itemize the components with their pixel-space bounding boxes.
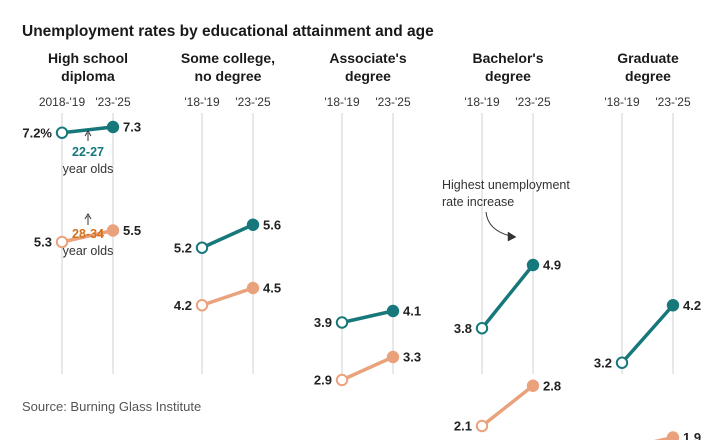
data-point-young-end	[386, 304, 400, 318]
chart-annotations: 22-27 year olds 28-34 year olds Highest unem…	[63, 130, 570, 258]
data-label: 2.8	[543, 378, 561, 393]
data-point-young-end	[246, 218, 260, 231]
arrow-head-young	[84, 130, 92, 137]
data-label: 7.2%	[22, 125, 52, 140]
x-tick-label: '23-'25	[655, 95, 691, 109]
series-line-young	[340, 309, 395, 325]
panel-1: High school diploma 2018-'19 '23-'25 5.3 5.5 7…	[22, 50, 141, 374]
x-tick-label: '18-'19	[324, 95, 360, 109]
highlight-arrow-head	[507, 231, 517, 242]
panel-3: Associate's degree '18-'19 '23-'25 2.9 3.3 3.9…	[314, 50, 421, 388]
series-line-older	[200, 286, 255, 307]
x-tick-label: '18-'19	[464, 95, 500, 109]
data-label: 5.2	[174, 240, 192, 255]
panel-title: Bachelor's	[472, 50, 543, 66]
data-point-young-start	[615, 356, 629, 369]
group-label-young-sub: year olds	[63, 162, 114, 176]
data-point-older-end	[106, 224, 120, 237]
data-point-young-start	[195, 241, 209, 254]
data-point-young-end	[666, 299, 680, 312]
data-point-young-end	[526, 258, 540, 272]
data-point-young-start	[335, 316, 349, 329]
data-point-older-start	[475, 419, 489, 433]
highlight-arrow	[485, 211, 516, 238]
data-label: 2.9	[314, 373, 332, 388]
panel-4: Bachelor's degree '18-'19 '23-'25 2.1 2.8 3.8 4…	[454, 50, 561, 434]
x-tick-label: 2018-'19	[39, 95, 86, 109]
x-tick-label: '23-'25	[515, 95, 551, 109]
panel-2: Some college, no degree '18-'19 '23-'25 4.2 4…	[174, 50, 281, 374]
series-line-young	[620, 303, 675, 365]
group-label-older: 28-34	[72, 227, 104, 241]
series-line-young	[200, 223, 255, 250]
group-label-older-sub: year olds	[63, 244, 114, 258]
highlight-annotation: rate increase	[442, 195, 514, 209]
panel-title: degree	[485, 68, 531, 84]
data-point-young-start	[55, 126, 69, 139]
data-label: 5.5	[123, 223, 141, 238]
chart-panels: High school diploma 2018-'19 '23-'25 5.3 5.5 7…	[22, 50, 701, 440]
data-label: 4.1	[403, 304, 421, 319]
panel-title: no degree	[195, 68, 262, 84]
panel-title: diploma	[61, 68, 115, 84]
data-label: 7.3	[123, 120, 141, 135]
series-line-older	[60, 228, 115, 244]
source-note: Source: Burning Glass Institute	[22, 399, 201, 414]
group-label-young: 22-27	[72, 145, 104, 159]
x-tick-label: '18-'19	[184, 95, 220, 109]
data-point-older-end	[666, 431, 680, 440]
series-line-older	[653, 435, 675, 440]
series-line-older	[480, 384, 535, 428]
data-point-older-start	[195, 299, 209, 312]
panel-title: High school	[48, 50, 128, 66]
data-point-young-start	[475, 322, 489, 335]
series-line-young	[60, 125, 115, 135]
series-line-older	[340, 355, 395, 382]
data-label: 3.2	[594, 355, 612, 370]
data-label: 4.9	[543, 258, 561, 273]
panel-title: Associate's	[329, 50, 406, 66]
data-label: 4.5	[263, 281, 281, 296]
highlight-annotation: Highest unemployment	[442, 178, 570, 192]
x-tick-label: '23-'25	[235, 95, 271, 109]
data-point-older-start	[55, 235, 69, 249]
data-label: 3.9	[314, 315, 332, 330]
data-label: 4.2	[174, 298, 192, 313]
x-tick-label: '23-'25	[375, 95, 411, 109]
x-tick-label: '18-'19	[604, 95, 640, 109]
panel-title: Graduate	[617, 50, 679, 66]
data-label: 1.9	[683, 430, 701, 440]
data-label: 5.6	[263, 217, 281, 232]
data-label: 3.8	[454, 321, 472, 336]
data-label: 2.1	[454, 419, 472, 434]
series-line-young	[480, 263, 535, 330]
panel-title: Some college,	[181, 50, 275, 66]
panel-title: degree	[345, 68, 391, 84]
chart-title: Unemployment rates by educational attain…	[22, 23, 434, 40]
data-point-older-end	[526, 379, 540, 392]
data-point-older-start	[335, 373, 349, 387]
data-point-older-end	[386, 350, 400, 364]
data-label: 4.2	[683, 298, 701, 313]
data-point-older-end	[246, 281, 260, 295]
x-tick-label: '23-'25	[95, 95, 131, 109]
data-label: 5.3	[34, 235, 52, 250]
data-point-young-end	[106, 120, 120, 134]
arrow-head-older	[84, 213, 92, 220]
data-label: 3.3	[403, 350, 421, 365]
panel-title: degree	[625, 68, 671, 84]
